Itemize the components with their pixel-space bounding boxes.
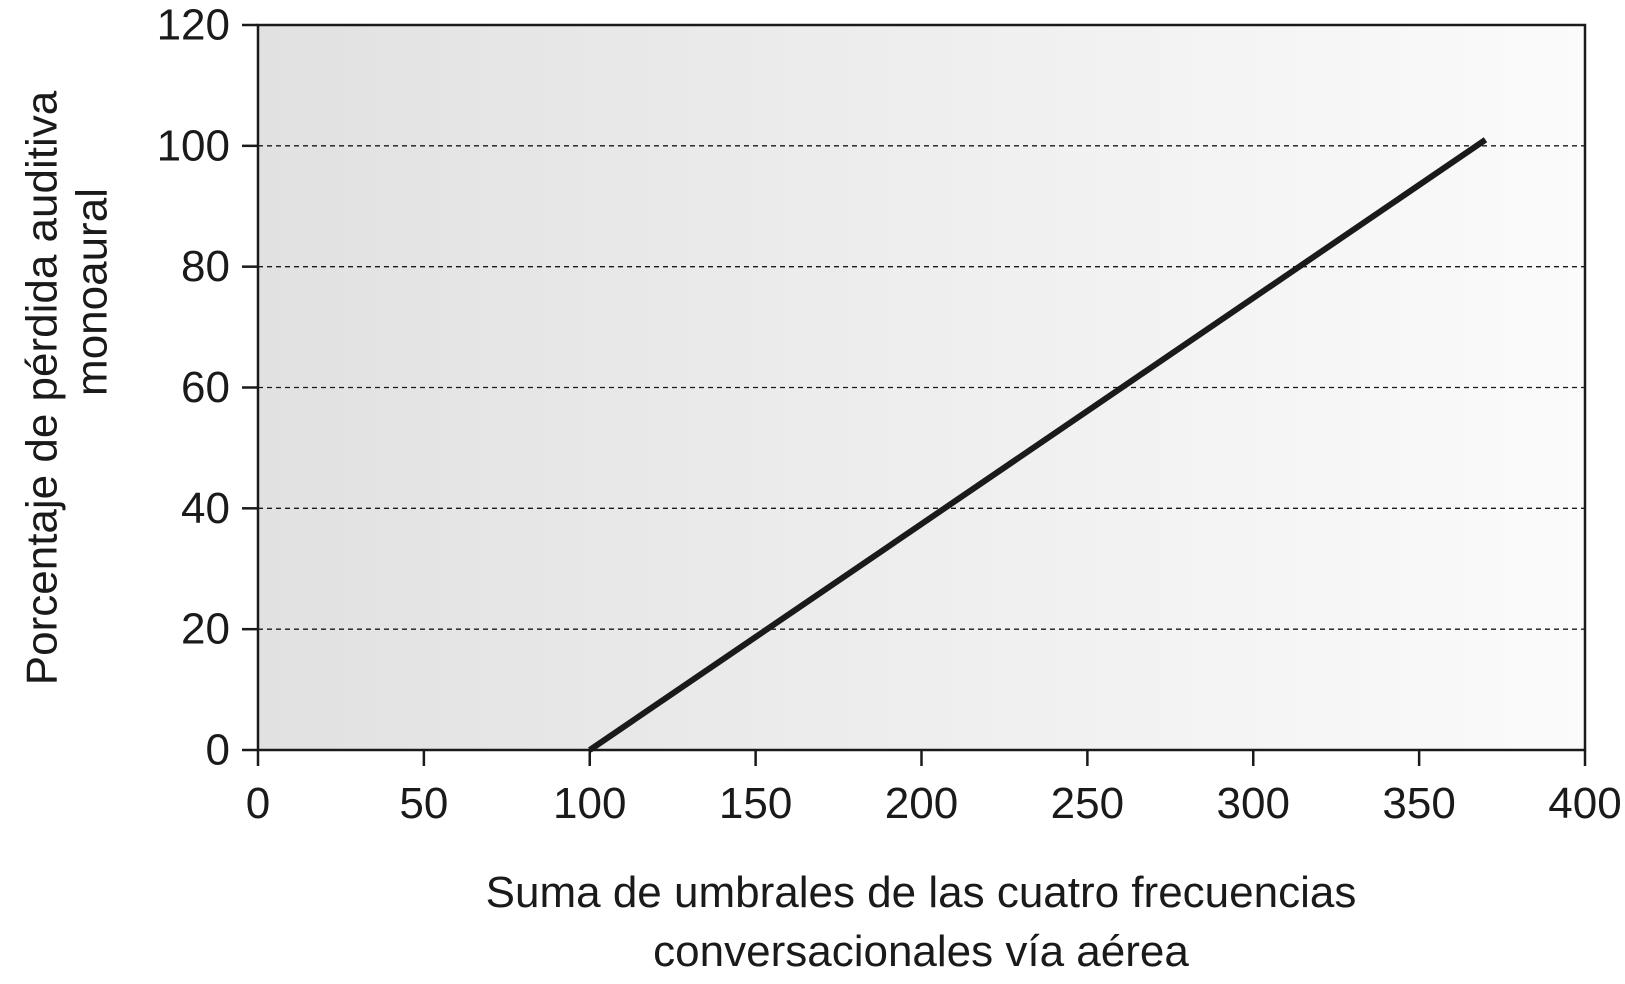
x-tick-label-5: 250 — [1051, 779, 1124, 828]
y-tick-label-4: 80 — [181, 242, 230, 291]
y-axis-title-line-2: monoaural — [68, 188, 117, 396]
y-tick-label-5: 100 — [157, 121, 230, 170]
x-tick-label-7: 350 — [1382, 779, 1455, 828]
x-axis-title-line-1: Suma de umbrales de las cuatro frecuenci… — [486, 868, 1357, 917]
y-tick-label-1: 20 — [181, 605, 230, 654]
x-tick-label-3: 150 — [719, 779, 792, 828]
x-tick-label-0: 0 — [246, 779, 270, 828]
x-tick-label-6: 300 — [1217, 779, 1290, 828]
y-axis-ticks: 0 20 40 60 80 100 120 — [157, 1, 258, 775]
plot-area-background — [258, 25, 1585, 750]
x-axis-title-line-2: conversacionales vía aérea — [653, 927, 1189, 976]
y-tick-label-0: 0 — [206, 726, 230, 775]
x-tick-label-1: 50 — [399, 779, 448, 828]
y-tick-label-2: 40 — [181, 484, 230, 533]
y-tick-label-6: 120 — [157, 1, 230, 50]
y-tick-label-3: 60 — [181, 363, 230, 412]
series-layer — [588, 137, 1488, 753]
y-axis-title-line-1: Porcentaje de pérdida auditiva — [18, 90, 67, 685]
x-tick-label-8: 400 — [1548, 779, 1621, 828]
series-line-0 — [588, 137, 1488, 753]
x-tick-label-4: 200 — [885, 779, 958, 828]
x-axis-ticks: 0 50 100 150 200 250 300 350 400 — [246, 750, 1622, 828]
x-tick-label-2: 100 — [553, 779, 626, 828]
